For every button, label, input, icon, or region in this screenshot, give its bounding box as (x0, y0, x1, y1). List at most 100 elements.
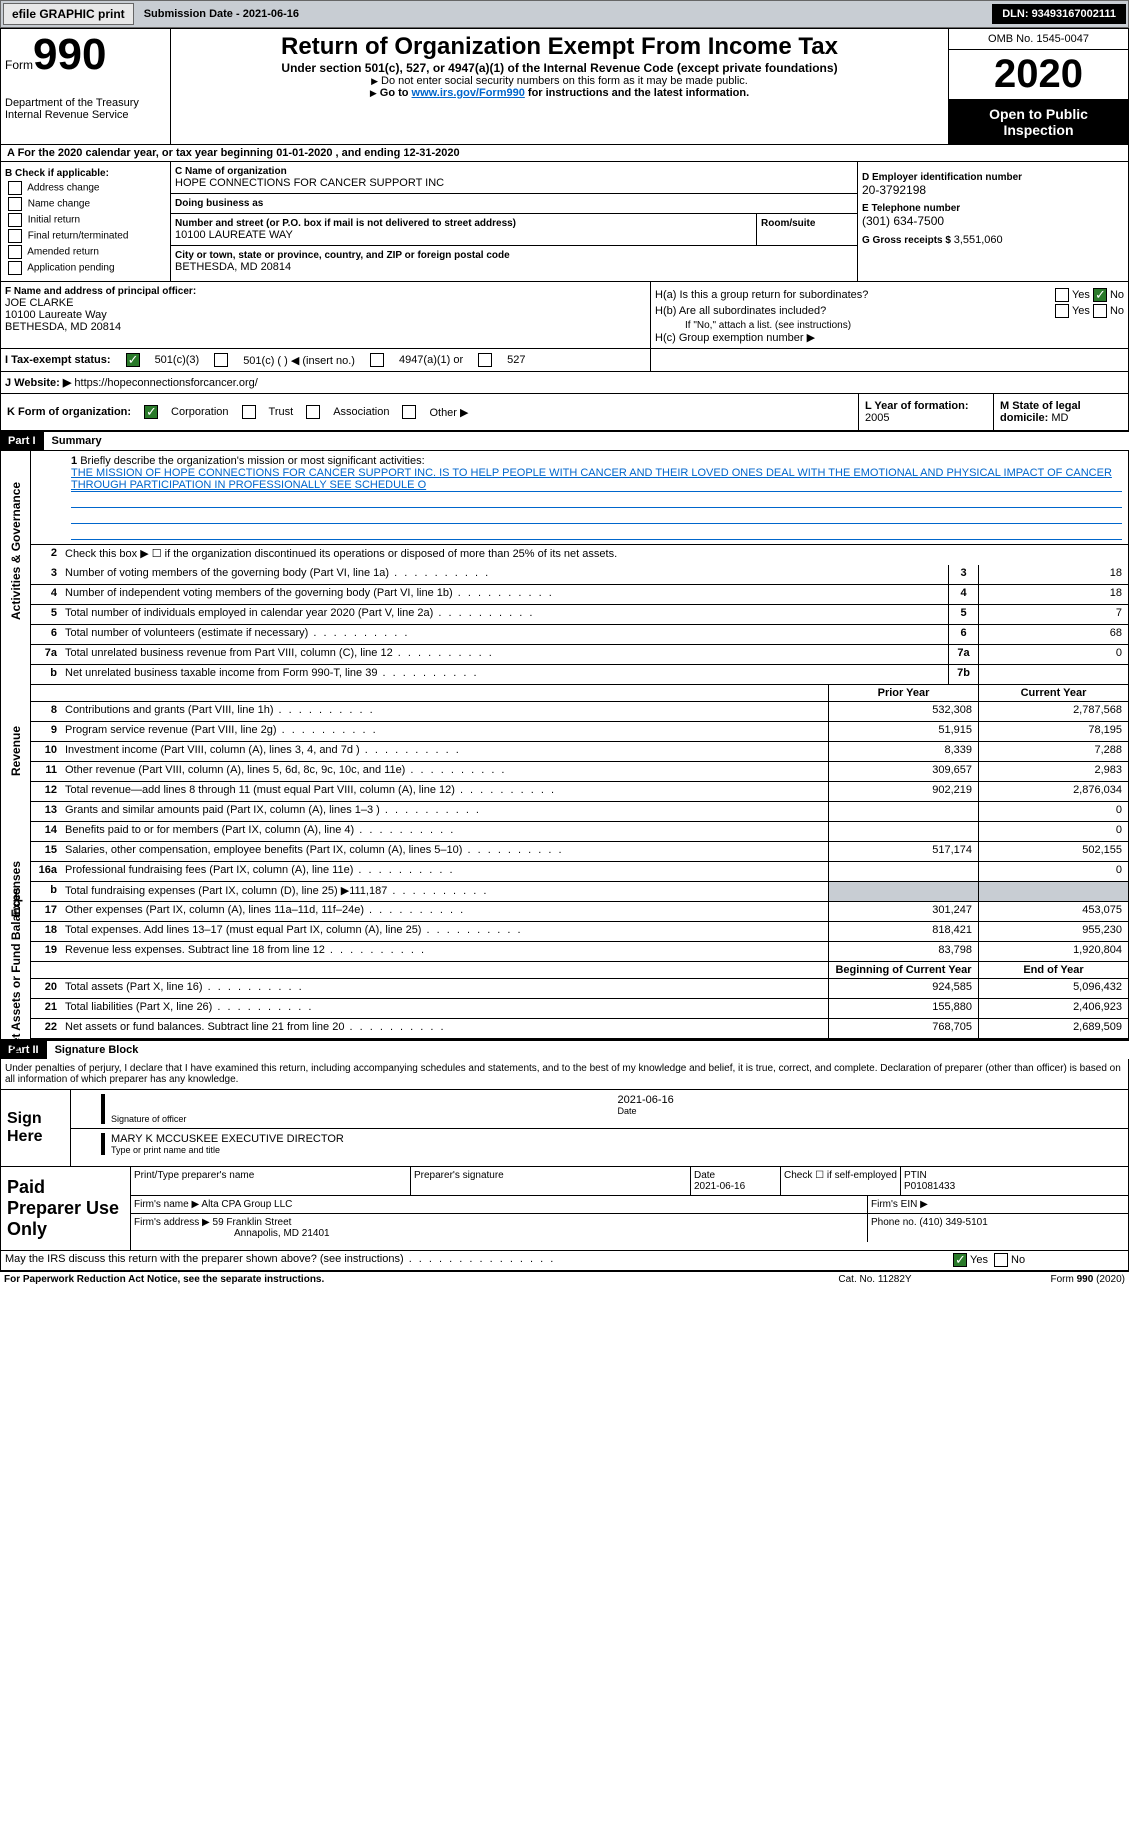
hb-no-checkbox[interactable] (1093, 304, 1107, 318)
signature-block: Under penalties of perjury, I declare th… (0, 1059, 1129, 1167)
line-text: Program service revenue (Part VIII, line… (61, 722, 828, 741)
ptin-value: P01081433 (904, 1181, 1125, 1192)
mission-label: Briefly describe the organization's miss… (80, 455, 424, 467)
line-text: Total number of volunteers (estimate if … (61, 625, 948, 644)
line-prior: 155,880 (828, 999, 978, 1018)
line-text: Total expenses. Add lines 13–17 (must eq… (61, 922, 828, 941)
line-prior (828, 862, 978, 881)
assoc-checkbox[interactable] (306, 405, 320, 419)
line-text: Total fundraising expenses (Part IX, col… (61, 882, 828, 901)
line-current: 453,075 (978, 902, 1128, 921)
officer-name-title: MARY K MCCUSKEE EXECUTIVE DIRECTOR (111, 1133, 1124, 1145)
line-prior: 818,421 (828, 922, 978, 941)
tax-year: 2020 (949, 50, 1128, 100)
firm-name: Alta CPA Group LLC (201, 1199, 292, 1210)
discuss-no-checkbox[interactable] (994, 1253, 1008, 1267)
group-return-block: H(a) Is this a group return for subordin… (651, 282, 1128, 348)
4947-checkbox[interactable] (370, 353, 384, 367)
form-header: Form990 Department of the TreasuryIntern… (0, 28, 1129, 145)
line-text: Net assets or fund balances. Subtract li… (61, 1019, 828, 1038)
line-text: Other expenses (Part IX, column (A), lin… (61, 902, 828, 921)
501c-checkbox[interactable] (214, 353, 228, 367)
firm-addr1: 59 Franklin Street (213, 1217, 292, 1228)
line-text: Total number of individuals employed in … (61, 605, 948, 624)
colb-checkbox[interactable] (8, 213, 22, 227)
line-current: 955,230 (978, 922, 1128, 941)
discuss-yes-checkbox[interactable] (953, 1253, 967, 1267)
efile-print-button[interactable]: efile GRAPHIC print (3, 3, 134, 25)
irs-link[interactable]: www.irs.gov/Form990 (412, 87, 525, 99)
col-prior: Prior Year (828, 685, 978, 701)
ha-yes-checkbox[interactable] (1055, 288, 1069, 302)
col-current: Current Year (978, 685, 1128, 701)
line-text: Salaries, other compensation, employee b… (61, 842, 828, 861)
line-text: Professional fundraising fees (Part IX, … (61, 862, 828, 881)
paperwork-notice: For Paperwork Reduction Act Notice, see … (4, 1274, 775, 1285)
instr-ssn: Do not enter social security numbers on … (175, 75, 944, 87)
col-d-ein-phone: D Employer identification number20-37921… (858, 162, 1128, 281)
section-a-period: A For the 2020 calendar year, or tax yea… (0, 145, 1129, 162)
trust-checkbox[interactable] (242, 405, 256, 419)
line-current: 2,983 (978, 762, 1128, 781)
room-label: Room/suite (761, 218, 853, 229)
discuss-row: May the IRS discuss this return with the… (0, 1251, 1129, 1271)
firm-phone: (410) 349-5101 (919, 1217, 987, 1228)
line-current: 502,155 (978, 842, 1128, 861)
line-current: 2,406,923 (978, 999, 1128, 1018)
paid-preparer-label: Paid Preparer Use Only (1, 1167, 131, 1250)
dba-label: Doing business as (175, 198, 853, 209)
part1-header: Part I Summary (0, 431, 1129, 450)
sig-date: 2021-06-16 (618, 1094, 1125, 1106)
colb-checkbox[interactable] (8, 197, 22, 211)
line-current: 78,195 (978, 722, 1128, 741)
line-current: 0 (978, 822, 1128, 841)
501c3-checkbox[interactable] (126, 353, 140, 367)
line-text: Total liabilities (Part X, line 26) (61, 999, 828, 1018)
org-name: HOPE CONNECTIONS FOR CANCER SUPPORT INC (175, 177, 853, 189)
ha-no-checkbox[interactable] (1093, 288, 1107, 302)
row-tax-status: I Tax-exempt status: 501(c)(3) 501(c) ( … (0, 349, 1129, 372)
colb-checkbox[interactable] (8, 245, 22, 259)
line-text: Other revenue (Part VIII, column (A), li… (61, 762, 828, 781)
line-prior (828, 802, 978, 821)
line-current: 2,876,034 (978, 782, 1128, 801)
hb-yes-checkbox[interactable] (1055, 304, 1069, 318)
line-value: 0 (978, 645, 1128, 664)
city-label: City or town, state or province, country… (175, 250, 853, 261)
line-current: 0 (978, 862, 1128, 881)
website-url[interactable]: https://hopeconnectionsforcancer.org/ (74, 377, 257, 389)
line-prior: 768,705 (828, 1019, 978, 1038)
line-current: 2,689,509 (978, 1019, 1128, 1038)
phone-value: (301) 634-7500 (862, 214, 1124, 228)
summary-netassets: Net Assets or Fund Balances Beginning of… (0, 962, 1129, 1040)
527-checkbox[interactable] (478, 353, 492, 367)
line-prior: 517,174 (828, 842, 978, 861)
receipts-value: 3,551,060 (954, 234, 1003, 246)
line-current: 7,288 (978, 742, 1128, 761)
line-current: 2,787,568 (978, 702, 1128, 721)
row-website: J Website: ▶ https://hopeconnectionsforc… (0, 372, 1129, 394)
colb-checkbox[interactable] (8, 261, 22, 275)
line2-text: Check this box ▶ ☐ if the organization d… (61, 545, 1128, 565)
preparer-block: Paid Preparer Use Only Print/Type prepar… (0, 1167, 1129, 1251)
col-b-checkboxes: B Check if applicable: Address change Na… (1, 162, 171, 281)
dln: DLN: 93493167002111 (992, 4, 1126, 24)
colb-checkbox[interactable] (8, 229, 22, 243)
colb-checkbox[interactable] (8, 181, 22, 195)
line-current (978, 882, 1128, 901)
corp-checkbox[interactable] (144, 405, 158, 419)
line-value: 68 (978, 625, 1128, 644)
city-value: BETHESDA, MD 20814 (175, 261, 853, 273)
line-prior: 532,308 (828, 702, 978, 721)
line-text: Number of independent voting members of … (61, 585, 948, 604)
line-prior: 301,247 (828, 902, 978, 921)
name-title-label: Type or print name and title (111, 1145, 1124, 1155)
other-checkbox[interactable] (402, 405, 416, 419)
form-title: Return of Organization Exempt From Incom… (175, 33, 944, 61)
perjury-declaration: Under penalties of perjury, I declare th… (1, 1059, 1128, 1089)
domicile-state: MD (1051, 412, 1068, 424)
sign-here-label: Sign Here (1, 1090, 71, 1166)
col-end: End of Year (978, 962, 1128, 978)
omb-number: OMB No. 1545-0047 (949, 29, 1128, 50)
line-prior: 924,585 (828, 979, 978, 998)
